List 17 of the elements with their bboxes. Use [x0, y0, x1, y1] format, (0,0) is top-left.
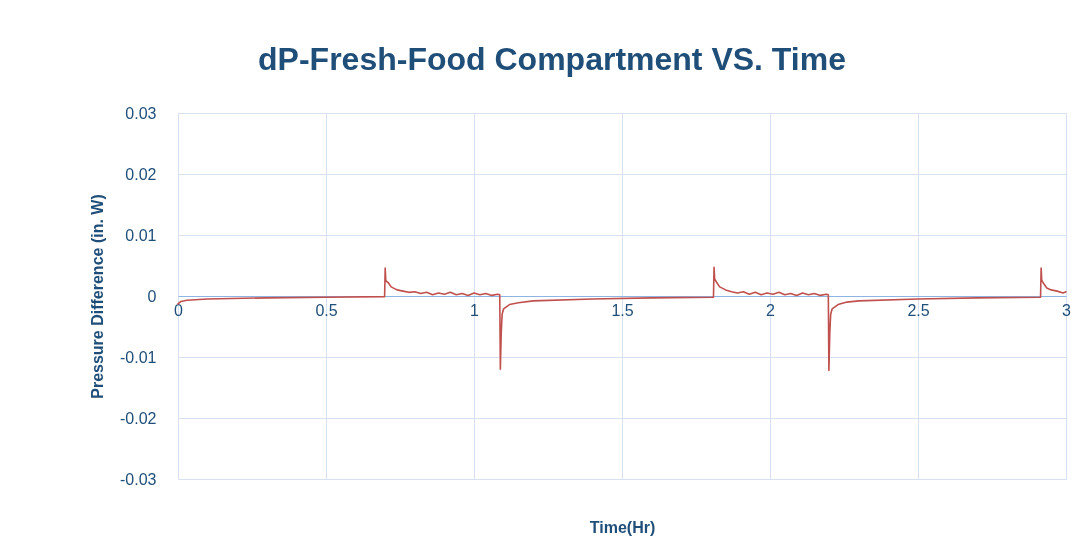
- y-tick-label: 0: [147, 287, 157, 305]
- y-tick-label: 0.03: [125, 104, 157, 122]
- x-tick-label: 0: [174, 301, 184, 319]
- y-tick-label: -0.02: [120, 409, 157, 427]
- x-tick-label: 1.5: [611, 301, 634, 319]
- x-tick-label: 3: [1062, 301, 1072, 319]
- x-tick-label: 2: [766, 301, 776, 319]
- y-tick-label: -0.01: [120, 348, 157, 366]
- x-tick-label: 1: [470, 301, 480, 319]
- y-tick-label: 0.01: [125, 226, 157, 244]
- x-tick-label: 2.5: [907, 301, 930, 319]
- y-axis-title: Pressure Difference (in. W): [89, 194, 107, 399]
- x-axis-title: Time(Hr): [589, 518, 656, 536]
- x-tick-label: 0.5: [315, 301, 338, 319]
- y-tick-label: -0.03: [120, 470, 157, 488]
- chart-title: dP-Fresh-Food Compartment VS. Time: [258, 41, 846, 77]
- y-tick-label: 0.02: [125, 165, 157, 183]
